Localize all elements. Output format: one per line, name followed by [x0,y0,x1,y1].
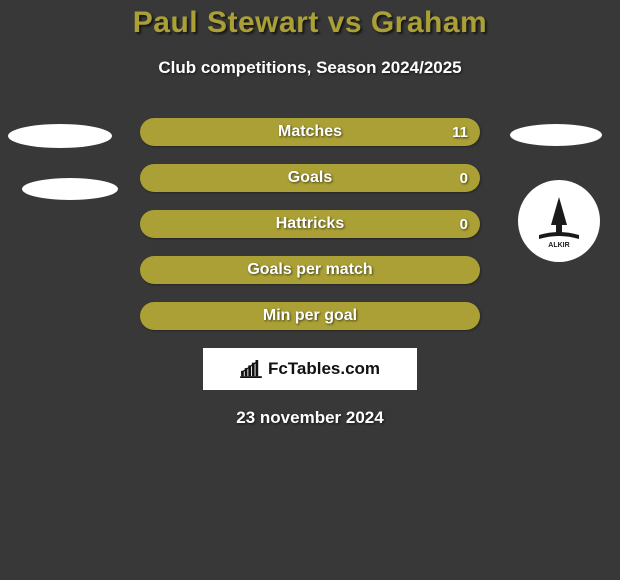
stat-row-hattricks: Hattricks 0 [140,210,480,238]
page-title: Paul Stewart vs Graham [0,6,620,40]
right-decor [510,124,602,146]
ellipse-icon [8,124,112,148]
stat-row-goals-per-match: Goals per match [140,256,480,284]
date-text: 23 november 2024 [0,408,620,428]
brand-text: FcTables.com [268,359,380,379]
subtitle: Club competitions, Season 2024/2025 [0,58,620,78]
ellipse-icon [510,124,602,146]
left-decor [8,124,118,200]
ellipse-icon [22,178,118,200]
stat-value: 11 [452,124,468,141]
stat-value: 0 [460,216,468,233]
stat-value: 0 [460,170,468,187]
bar-chart-icon [240,360,262,378]
stat-label: Matches [278,123,342,141]
stat-label: Goals per match [247,261,372,279]
stat-row-min-per-goal: Min per goal [140,302,480,330]
stat-label: Hattricks [276,215,344,233]
brand-box: FcTables.com [203,348,417,390]
svg-text:ALKIR: ALKIR [548,242,569,249]
stat-label: Min per goal [263,307,357,325]
falkirk-badge-icon: ALKIR [529,191,589,251]
stat-row-goals: Goals 0 [140,164,480,192]
stat-label: Goals [288,169,332,187]
stat-row-matches: Matches 11 [140,118,480,146]
club-badge: ALKIR [518,180,600,262]
